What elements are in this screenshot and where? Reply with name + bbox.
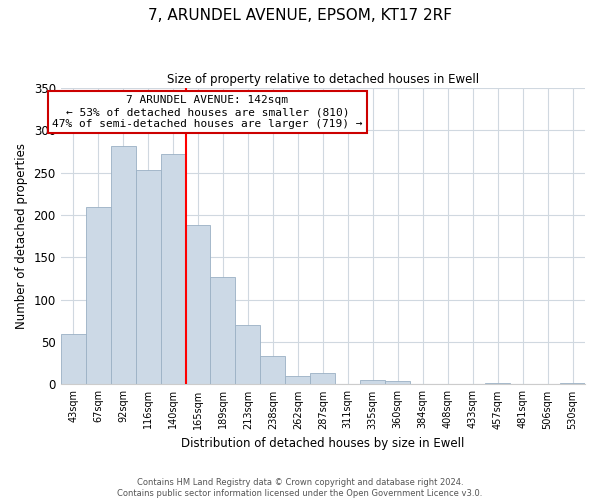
Bar xyxy=(485,382,510,384)
Bar xyxy=(161,154,185,384)
Bar xyxy=(286,376,310,384)
Title: Size of property relative to detached houses in Ewell: Size of property relative to detached ho… xyxy=(167,72,479,86)
Bar xyxy=(385,381,410,384)
Bar xyxy=(360,380,385,384)
Bar xyxy=(560,382,585,384)
X-axis label: Distribution of detached houses by size in Ewell: Distribution of detached houses by size … xyxy=(181,437,464,450)
Bar xyxy=(136,170,161,384)
Bar xyxy=(260,356,286,384)
Bar xyxy=(110,146,136,384)
Y-axis label: Number of detached properties: Number of detached properties xyxy=(15,143,28,329)
Bar xyxy=(211,277,235,384)
Text: 7 ARUNDEL AVENUE: 142sqm
← 53% of detached houses are smaller (810)
47% of semi-: 7 ARUNDEL AVENUE: 142sqm ← 53% of detach… xyxy=(52,96,363,128)
Bar xyxy=(310,374,335,384)
Text: 7, ARUNDEL AVENUE, EPSOM, KT17 2RF: 7, ARUNDEL AVENUE, EPSOM, KT17 2RF xyxy=(148,8,452,22)
Bar xyxy=(185,225,211,384)
Bar xyxy=(86,206,110,384)
Bar xyxy=(61,334,86,384)
Text: Contains HM Land Registry data © Crown copyright and database right 2024.
Contai: Contains HM Land Registry data © Crown c… xyxy=(118,478,482,498)
Bar xyxy=(235,325,260,384)
